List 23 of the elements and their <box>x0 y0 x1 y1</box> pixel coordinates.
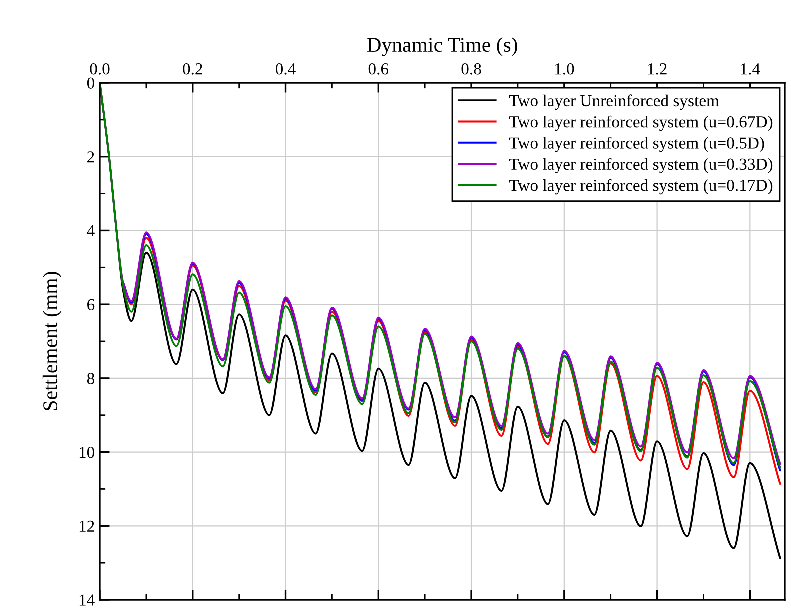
x-tick-label: 0.2 <box>183 64 202 75</box>
y-axis-title: Settlement (mm) <box>42 272 62 410</box>
x-tick-label: 1.4 <box>741 64 760 75</box>
x-tick-label: 0.0 <box>90 64 110 75</box>
x-tick-label: 1.0 <box>555 64 574 75</box>
y-tick-label: 0 <box>87 78 95 89</box>
legend-label: Two layer Unreinforced system <box>509 94 720 110</box>
y-tick-label: 4 <box>87 226 95 236</box>
legend-label: Two layer reinforced system (u=0.67D) <box>509 116 773 132</box>
legend-label: Two layer reinforced system (u=0.5D) <box>509 136 764 152</box>
y-tick-label: 6 <box>88 299 95 311</box>
y-tick-label: 12 <box>80 520 94 532</box>
x-tick-label: 0.8 <box>462 64 482 75</box>
y-tick-label: 2 <box>88 152 94 163</box>
y-tick-label: 10 <box>80 446 95 458</box>
x-tick-label: 0.6 <box>368 64 389 75</box>
x-tick-label: 0.4 <box>276 64 296 75</box>
x-axis-title: Dynamic Time (s) <box>367 37 518 56</box>
y-tick-label: 14 <box>80 594 95 606</box>
x-tick-label: 1.2 <box>648 64 667 75</box>
y-tick-label: 8 <box>87 373 95 384</box>
legend-label: Two layer reinforced system (u=0.33D) <box>509 158 773 174</box>
legend-label: Two layer reinforced system (u=0.17D) <box>509 179 773 195</box>
